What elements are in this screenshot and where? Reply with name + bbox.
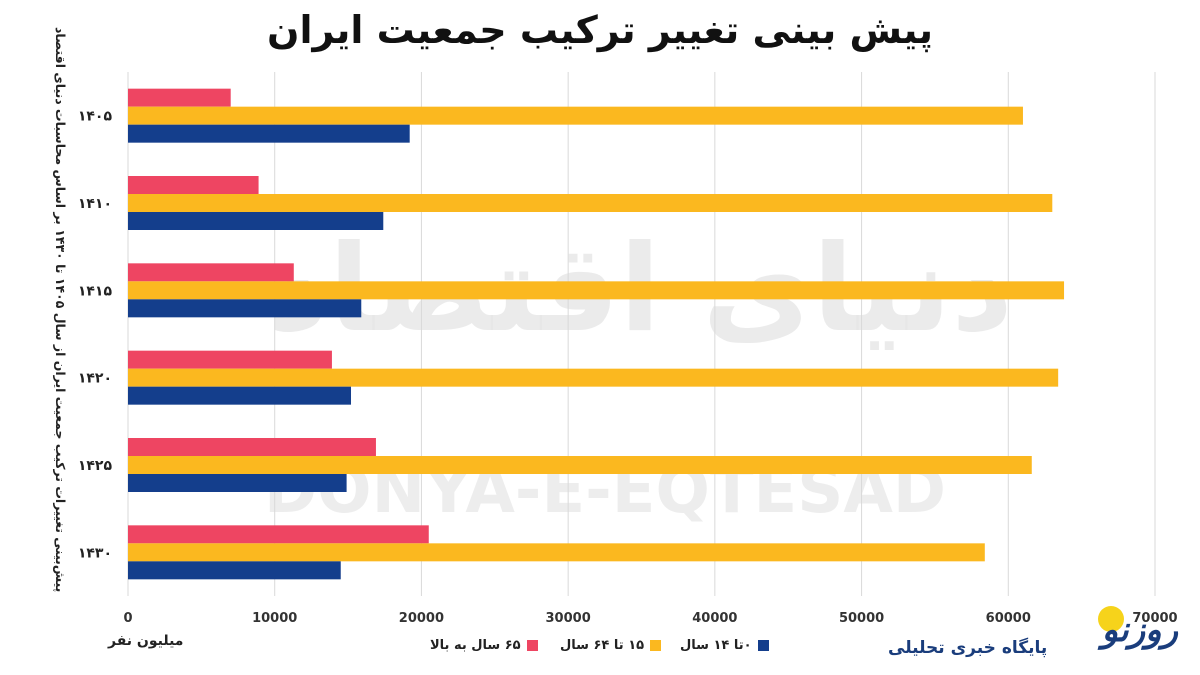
legend-item: ۰تا ۱۴ سال <box>680 638 769 653</box>
x-tick-label: 70000 <box>1132 611 1177 626</box>
category-label: ۱۴۲۵ <box>78 458 113 474</box>
category-label: ۱۴۰۵ <box>78 109 113 125</box>
roozno-logo: روزنو پایگاه خبری تحلیلی <box>884 604 1184 668</box>
x-tick-label: 0 <box>123 611 132 626</box>
bar-age-15-64 <box>128 543 985 562</box>
logo-tagline: پایگاه خبری تحلیلی <box>888 638 1048 658</box>
legend: ۶۵ سال به بالا ۱۵ تا ۶۴ سال ۰تا ۱۴ سال <box>430 638 790 658</box>
category-label: ۱۴۳۰ <box>78 545 112 561</box>
legend-label: ۱۵ تا ۶۴ سال <box>560 638 645 653</box>
category-labels: ۱۴۰۵ ۱۴۱۰ ۱۴۱۵ ۱۴۲۰ ۱۴۲۵ ۱۴۳۰ <box>78 109 113 562</box>
x-tick-label: 60000 <box>986 611 1031 626</box>
bar-age-0-14 <box>128 561 341 580</box>
legend-swatch <box>526 640 538 651</box>
bar-age-15-64 <box>128 281 1065 300</box>
legend-label: ۰تا ۱۴ سال <box>680 638 752 653</box>
x-tick-label: 20000 <box>399 611 444 626</box>
legend-item: ۶۵ سال به بالا <box>430 638 538 653</box>
x-tick-labels: 0 10000 20000 30000 40000 50000 60000 70000 <box>123 611 1177 626</box>
x-axis-unit-label: میلیون نفر <box>108 633 184 649</box>
bar-age-15-64 <box>128 456 1032 474</box>
bar-age-0-14 <box>128 474 347 492</box>
category-label: ۱۴۲۰ <box>78 371 112 387</box>
bar-age-65-plus <box>128 263 294 282</box>
x-tick-label: 40000 <box>692 611 737 626</box>
x-tick-label: 50000 <box>839 611 884 626</box>
legend-label: ۶۵ سال به بالا <box>430 638 521 653</box>
x-tick-label: 10000 <box>252 611 297 626</box>
gridlines <box>127 72 1156 596</box>
bar-age-15-64 <box>128 368 1059 387</box>
logo-name: روزنو <box>1101 610 1178 650</box>
bar-age-65-plus <box>128 88 231 107</box>
legend-item: ۱۵ تا ۶۴ سال <box>560 638 662 653</box>
category-label: ۱۴۱۰ <box>78 196 112 212</box>
category-label: ۱۴۱۵ <box>78 283 113 299</box>
bar-age-65-plus <box>128 525 429 544</box>
bar-age-15-64 <box>128 194 1053 212</box>
bar-age-0-14 <box>128 299 362 318</box>
sun-icon <box>1098 606 1124 632</box>
bars <box>128 88 1065 580</box>
bar-age-15-64 <box>128 106 1023 125</box>
bar-age-65-plus <box>128 176 259 194</box>
bar-age-0-14 <box>128 212 384 230</box>
bar-age-65-plus <box>128 438 376 456</box>
x-tick-label: 30000 <box>546 611 591 626</box>
legend-swatch <box>650 640 662 651</box>
bar-age-0-14 <box>128 124 410 143</box>
chart-title: پیش بینی تغییر ترکیب جمعیت ایران <box>267 8 933 52</box>
bar-age-65-plus <box>128 350 332 369</box>
y-axis-note: پیش‌بینی تغییرات ترکیب جمعیت ایران از سا… <box>53 26 68 592</box>
legend-swatch <box>757 640 769 651</box>
bar-age-0-14 <box>128 386 352 405</box>
